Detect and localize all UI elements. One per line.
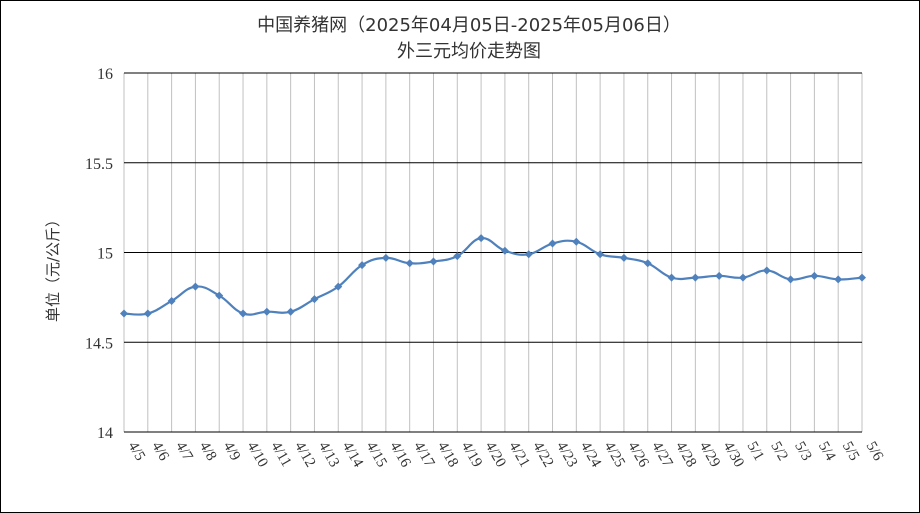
x-tick-label: 5/1: [744, 439, 767, 464]
data-point-marker: [167, 296, 176, 305]
x-tick-label: 4/22: [529, 439, 556, 470]
data-point-marker: [453, 252, 462, 261]
x-tick-label: 4/15: [363, 439, 390, 470]
data-point-marker: [667, 273, 676, 282]
x-tick-label: 4/16: [386, 439, 413, 471]
data-point-marker: [858, 273, 866, 282]
x-tick-label: 4/23: [553, 439, 580, 470]
data-point-marker: [619, 253, 628, 262]
x-tick-label: 5/6: [863, 439, 887, 464]
data-point-marker: [786, 275, 795, 284]
y-tick-label: 15.5: [85, 156, 113, 173]
x-tick-label: 4/11: [267, 439, 294, 470]
data-point-marker: [381, 253, 390, 262]
data-point-marker: [477, 234, 486, 243]
series-layer: [120, 234, 866, 318]
x-tick-label: 5/5: [839, 439, 862, 464]
x-tick-label: 4/8: [196, 439, 219, 464]
grid-lines: [123, 72, 863, 433]
x-tick-label: 4/13: [315, 439, 342, 470]
data-point-marker: [500, 246, 509, 255]
x-tick-label: 5/3: [791, 439, 814, 464]
x-tick-label: 4/6: [148, 439, 172, 464]
x-tick-label: 4/25: [601, 439, 628, 470]
x-tick-label: 4/14: [339, 439, 366, 471]
data-point-marker: [524, 250, 533, 259]
y-tick-label: 15: [97, 246, 113, 263]
x-tick-label: 4/12: [291, 439, 318, 470]
x-tick-label: 4/26: [624, 439, 651, 471]
x-tick-label: 4/7: [172, 439, 196, 464]
x-tick-labels: 4/5 4/6 4/7 4/8 4/9 4/104/114/124/134/144/154…: [125, 439, 887, 471]
y-tick-label: 14: [97, 425, 113, 442]
chart-subtitle: 外三元均价走势图: [397, 41, 541, 62]
data-point-marker: [239, 309, 248, 318]
x-tick-label: 4/21: [505, 439, 532, 470]
y-axis-label: 单位（元/公斤）: [44, 212, 62, 322]
y-tick-labels: 14 14.5 15 15.5 16: [85, 66, 113, 442]
x-tick-label: 4/27: [648, 439, 675, 471]
data-point-marker: [286, 307, 295, 316]
data-point-marker: [834, 275, 843, 284]
data-point-marker: [405, 259, 414, 268]
x-tick-label: 4/17: [410, 439, 437, 471]
data-point-marker: [143, 309, 152, 318]
x-tick-label: 5/4: [815, 439, 839, 464]
data-point-marker: [120, 309, 128, 318]
y-tick-label: 14.5: [85, 335, 113, 352]
data-point-marker: [643, 259, 652, 268]
data-point-marker: [596, 250, 605, 259]
data-point-marker: [358, 261, 367, 270]
x-tick-label: 4/9: [220, 439, 243, 464]
x-tick-label: 4/10: [244, 439, 271, 470]
x-tick-label: 4/29: [696, 439, 723, 470]
series-line: [123, 237, 863, 316]
x-tick-label: 5/2: [767, 439, 790, 464]
data-point-marker: [334, 282, 343, 291]
x-tick-label: 4/19: [458, 439, 485, 470]
data-point-marker: [738, 273, 747, 282]
x-tick-label: 4/30: [720, 439, 747, 470]
data-point-marker: [810, 271, 819, 280]
data-point-marker: [191, 282, 200, 291]
x-tick-label: 4/20: [482, 439, 509, 470]
data-point-marker: [548, 239, 557, 248]
data-point-marker: [262, 307, 271, 316]
data-point-marker: [762, 266, 771, 275]
chart-title: 中国养猪网（2025年04月05日-2025年05月06日）: [257, 15, 681, 36]
data-point-marker: [715, 271, 724, 280]
x-tick-label: 4/5: [125, 439, 148, 464]
x-tick-label: 4/28: [672, 439, 699, 470]
data-point-marker: [691, 273, 700, 282]
y-tick-label: 16: [97, 66, 113, 83]
data-point-marker: [429, 257, 438, 266]
x-tick-label: 4/24: [577, 439, 604, 471]
data-point-marker: [572, 237, 581, 246]
data-point-marker: [310, 295, 319, 304]
x-tick-label: 4/18: [434, 439, 461, 470]
data-point-marker: [215, 291, 224, 300]
